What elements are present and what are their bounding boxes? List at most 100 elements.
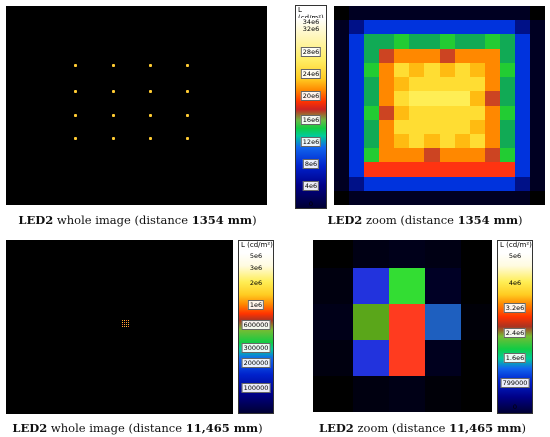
luminance-pixel [439, 133, 456, 149]
luminance-pixel [469, 119, 486, 135]
luminance-pixel [514, 34, 531, 50]
luminance-pixel [379, 77, 395, 92]
luminance-pixel [499, 34, 516, 50]
luminance-pixel [409, 105, 425, 121]
luminance-pixel [425, 240, 461, 268]
luminance-pixel [514, 62, 531, 78]
luminance-pixel [364, 176, 380, 192]
luminance-pixel [439, 62, 456, 78]
luminance-pixel [409, 48, 425, 64]
led-spot [128, 322, 129, 323]
led-spot [149, 64, 152, 67]
led-spot [74, 137, 77, 140]
luminance-pixel [529, 148, 545, 163]
luminance-pixel [529, 6, 545, 21]
luminance-pixel [349, 105, 365, 121]
luminance-pixel [424, 91, 441, 107]
luminance-pixel [334, 176, 350, 192]
led-spot [126, 320, 127, 321]
luminance-pixel [349, 48, 365, 64]
luminance-pixel [313, 376, 353, 412]
scale-tick-label: 5e6 [508, 252, 522, 260]
luminance-pixel [313, 340, 353, 376]
luminance-pixel [484, 6, 501, 21]
luminance-pixel [409, 162, 425, 178]
luminance-pixel [364, 6, 380, 21]
scale-tick-label: 2e6 [249, 279, 263, 287]
luminance-pixel [469, 62, 486, 78]
led-spot [186, 64, 189, 67]
luminance-pixel [409, 20, 425, 36]
luminance-pixel [379, 48, 395, 64]
scale-tick-label: 300000 [241, 343, 271, 353]
luminance-pixel [484, 20, 501, 36]
luminance-pixel [394, 20, 410, 36]
luminance-pixel [334, 91, 350, 107]
luminance-pixel [364, 20, 380, 36]
luminance-pixel [364, 105, 380, 121]
luminance-pixel [514, 48, 531, 64]
luminance-pixel [529, 91, 545, 107]
scale-tick-label: 34e6 [302, 18, 320, 26]
luminance-pixel [454, 20, 471, 36]
scale-tick-label: 8e6 [302, 159, 320, 169]
luminance-pixel [334, 77, 350, 92]
scale-tick-label: 28e6 [300, 47, 322, 57]
luminance-pixel [529, 48, 545, 64]
luminance-pixel [484, 190, 501, 205]
luminance-pixel [379, 162, 395, 178]
luminance-pixel [425, 376, 461, 412]
led-spot [126, 324, 127, 325]
luminance-image-whole-1354 [6, 6, 267, 205]
luminance-pixel [394, 91, 410, 107]
luminance-pixel [389, 268, 425, 304]
luminance-pixel [349, 62, 365, 78]
scale-tick-label: 16e6 [300, 115, 322, 125]
led-spot [186, 137, 189, 140]
led-spot [112, 90, 115, 93]
luminance-pixel [529, 190, 545, 205]
luminance-pixel [469, 162, 486, 178]
luminance-scale-1354: L (cd/m²) 34e632e628e624e620e616e612e68e… [295, 5, 327, 209]
luminance-pixel [529, 105, 545, 121]
luminance-image-whole-11465 [6, 240, 233, 414]
led-spot [186, 114, 189, 117]
luminance-pixel [514, 91, 531, 107]
luminance-pixel [469, 48, 486, 64]
led-spot [124, 320, 125, 321]
luminance-pixel [484, 133, 501, 149]
luminance-pixel [394, 148, 410, 163]
luminance-pixel [394, 190, 410, 205]
luminance-pixel [364, 34, 380, 50]
luminance-pixel [379, 148, 395, 163]
luminance-pixel [349, 176, 365, 192]
luminance-pixel [394, 162, 410, 178]
scale-tick-label: 1.6e6 [503, 353, 527, 363]
luminance-pixel [484, 91, 501, 107]
luminance-scale-11465-zoom: L (cd/m²) 5e6 4e6 3.2e6 2.4e6 1.6e6 799000 0 [497, 240, 533, 414]
luminance-pixel [529, 20, 545, 36]
luminance-pixel [469, 77, 486, 92]
luminance-pixel [364, 91, 380, 107]
scale-tick-label: 5e6 [249, 252, 263, 260]
luminance-pixel [364, 162, 380, 178]
luminance-pixel [439, 48, 456, 64]
luminance-pixel [499, 20, 516, 36]
scale-tick-label: 3e6 [249, 264, 263, 272]
luminance-pixel [334, 190, 350, 205]
luminance-pixel [364, 148, 380, 163]
luminance-pixel [379, 133, 395, 149]
luminance-pixel [514, 77, 531, 92]
luminance-pixel [394, 34, 410, 50]
scale-tick-label: 4e6 [508, 279, 522, 287]
luminance-pixel [334, 48, 350, 64]
scale-tick-label: 100000 [241, 383, 271, 393]
luminance-pixel [529, 133, 545, 149]
luminance-pixel [439, 105, 456, 121]
scale-tick-label: 2.4e6 [503, 328, 527, 338]
luminance-pixel [529, 77, 545, 92]
led-spot [74, 90, 77, 93]
luminance-pixel [529, 62, 545, 78]
luminance-pixel [425, 304, 461, 340]
luminance-pixel [394, 133, 410, 149]
